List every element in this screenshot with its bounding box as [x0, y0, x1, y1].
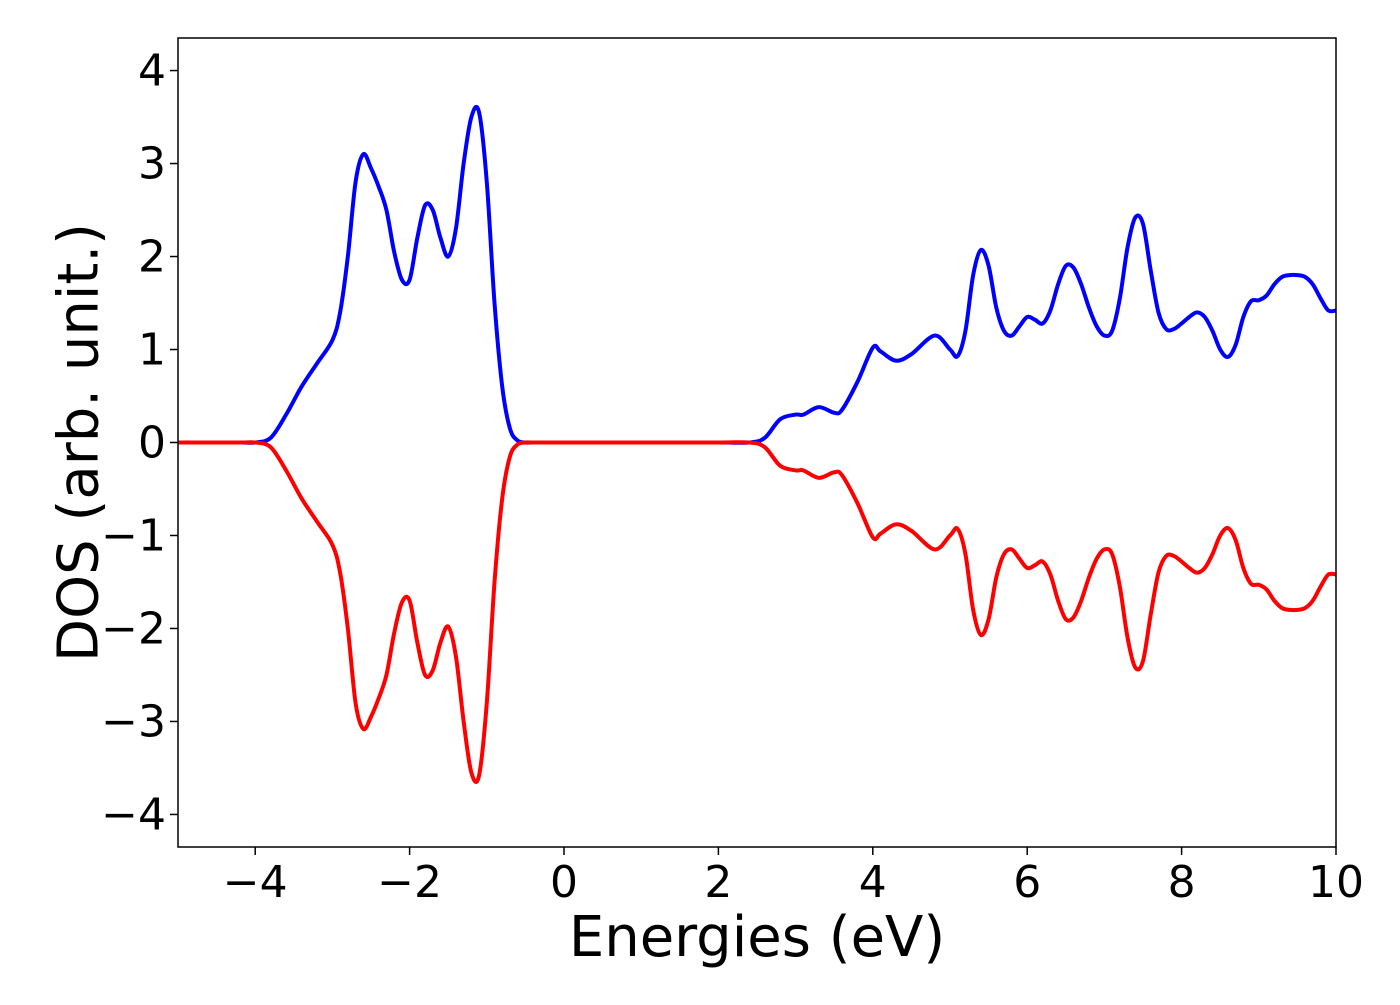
y-axis-ticks: −4 −3 −2 −1 0 1 2 3 4: [101, 46, 178, 840]
y-tick-label: 1: [138, 325, 166, 376]
x-tick-label: −4: [223, 857, 288, 908]
x-tick-label: 2: [704, 857, 732, 908]
y-tick-label: 3: [138, 139, 166, 190]
series-layer: [178, 104, 1336, 784]
series-line-1: [178, 104, 1336, 445]
x-axis-label: Energies (eV): [569, 905, 945, 970]
y-axis-label: DOS (arb. unit.): [47, 223, 112, 662]
series-line-2: [178, 440, 1336, 784]
x-tick-label: 8: [1168, 857, 1196, 908]
y-tick-label: −3: [101, 696, 166, 747]
x-tick-label: 4: [859, 857, 887, 908]
x-axis-ticks: −4 −2 0 2 4 6 8 10: [223, 847, 1364, 908]
y-tick-label: 0: [138, 418, 166, 469]
y-tick-label: −1: [101, 510, 166, 561]
x-tick-label: 10: [1308, 857, 1364, 908]
y-tick-label: 2: [138, 232, 166, 283]
y-tick-label: −2: [101, 603, 166, 654]
y-tick-label: −4: [101, 789, 166, 840]
y-tick-label: 4: [138, 46, 166, 97]
x-tick-label: 0: [550, 857, 578, 908]
x-tick-label: −2: [377, 857, 442, 908]
x-tick-label: 6: [1013, 857, 1041, 908]
